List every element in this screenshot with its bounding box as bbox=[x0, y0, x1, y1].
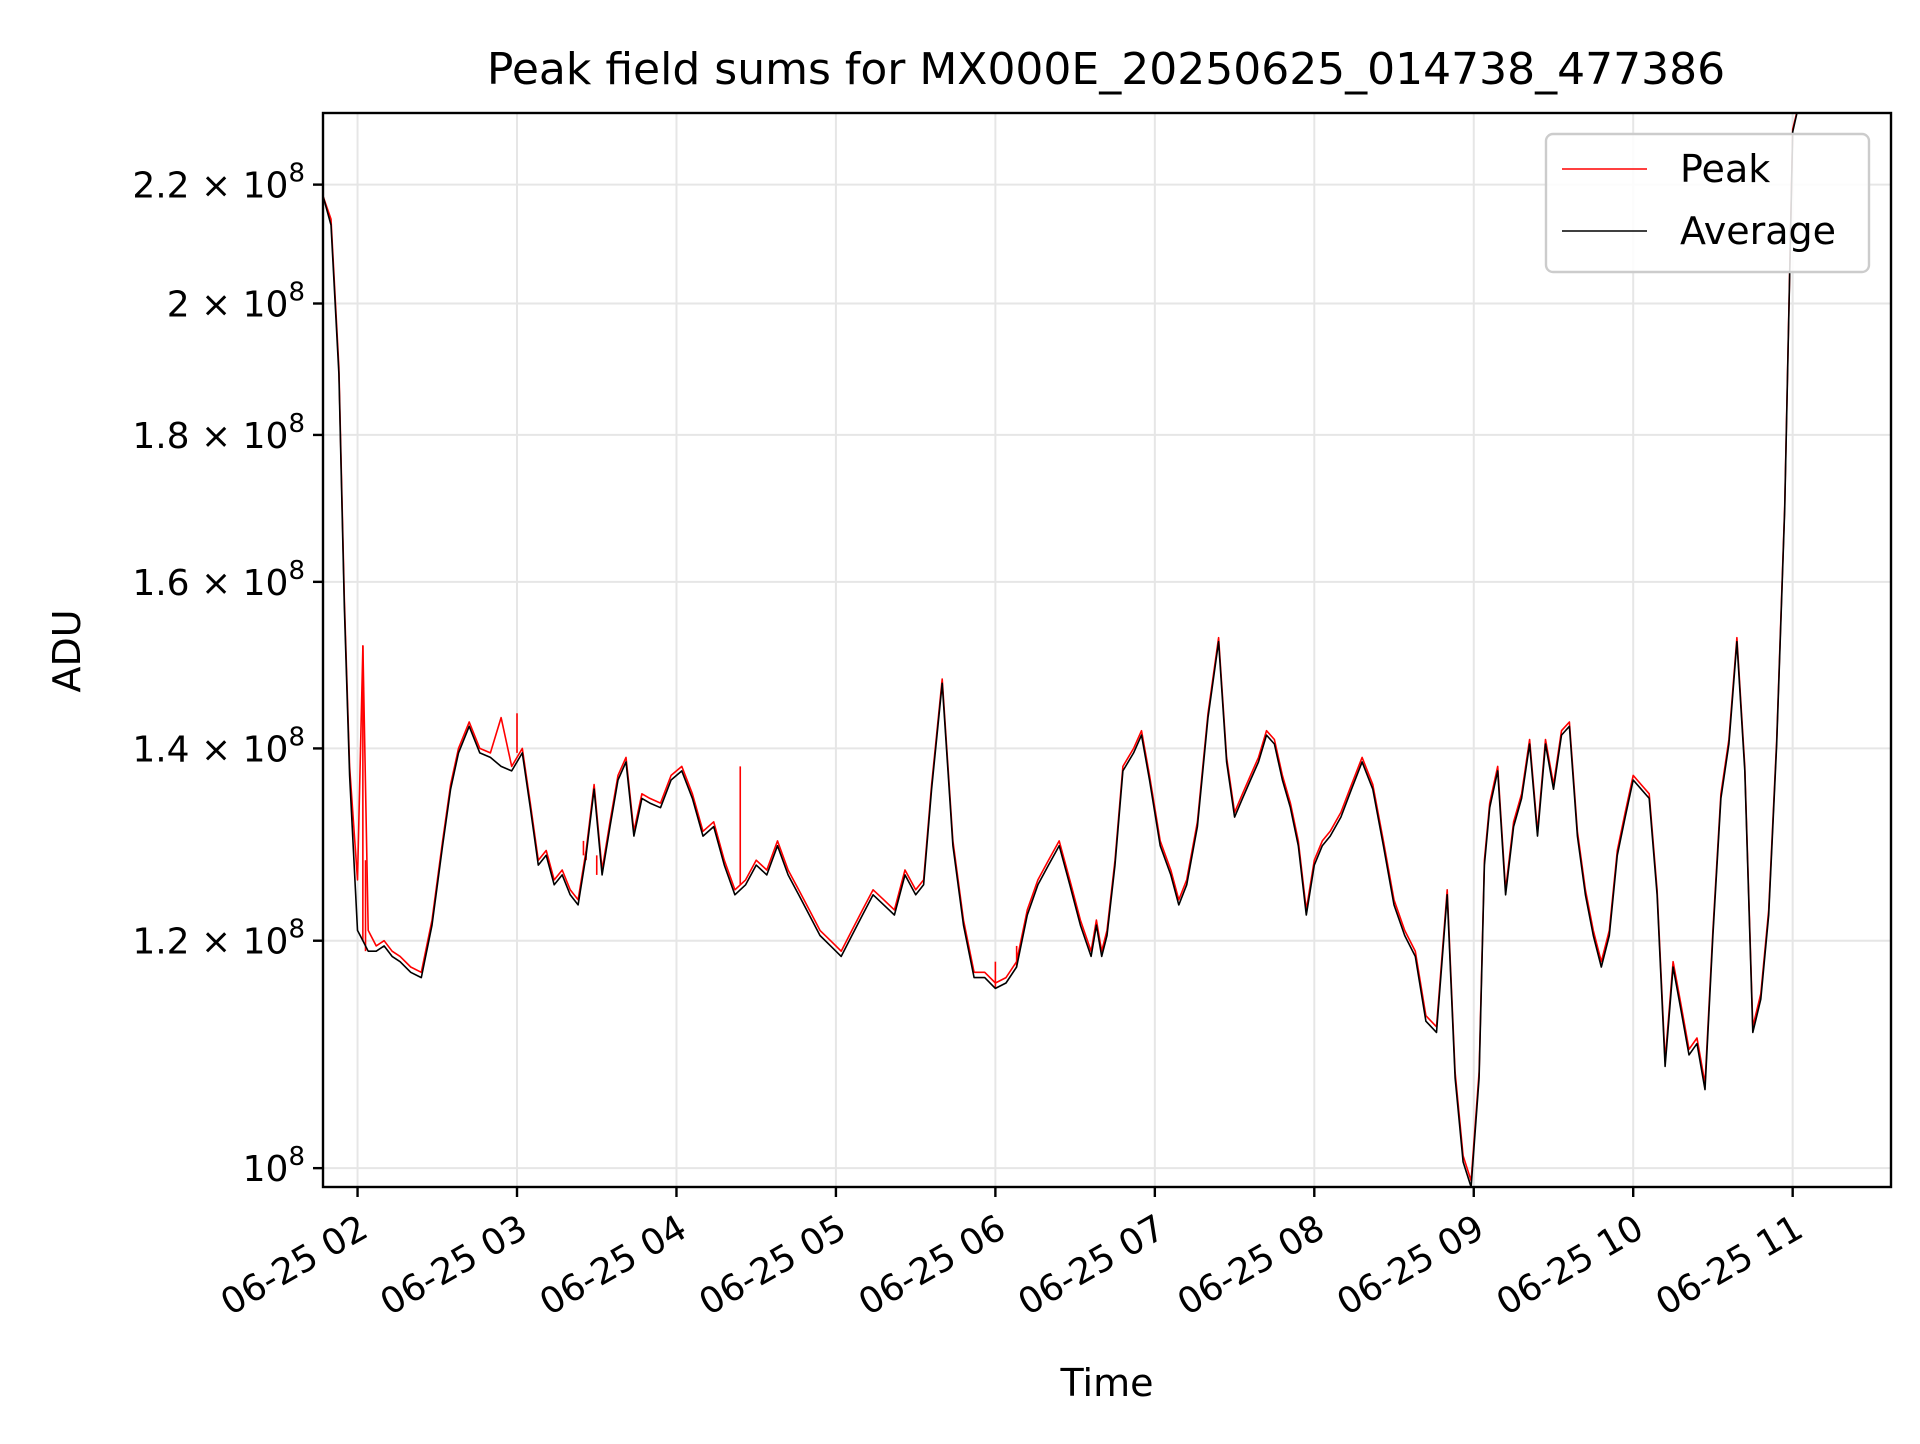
y-axis: 108 1.2 × 108 1.4 × 108 1.6 × 108 1.8 × 108 2… bbox=[132, 159, 323, 1190]
legend-average-label: Average bbox=[1680, 209, 1836, 253]
x-axis-label: Time bbox=[1060, 1361, 1154, 1405]
grid-lines bbox=[323, 113, 1891, 1187]
y-tick-label: 1.4 × 108 bbox=[132, 722, 305, 770]
y-tick-label: 1.8 × 108 bbox=[132, 409, 305, 457]
y-tick-label: 1.6 × 108 bbox=[132, 556, 305, 604]
plot-frame bbox=[321, 111, 1893, 1189]
y-tick-label: 1.2 × 108 bbox=[132, 915, 305, 963]
y-tick-label: 108 bbox=[243, 1142, 305, 1190]
legend-peak-label: Peak bbox=[1680, 147, 1770, 191]
series-group bbox=[323, 113, 1798, 1187]
y-tick-label: 2 × 108 bbox=[167, 278, 305, 326]
legend: Peak Average bbox=[1544, 132, 1871, 274]
y-tick-label: 2.2 × 108 bbox=[132, 159, 305, 207]
series-average-line bbox=[323, 113, 1798, 1187]
y-axis-label: ADU bbox=[45, 609, 89, 692]
series-clip-group bbox=[323, 113, 1798, 1187]
chart-title: Peak field sums for MX000E_20250625_0147… bbox=[487, 44, 1725, 95]
